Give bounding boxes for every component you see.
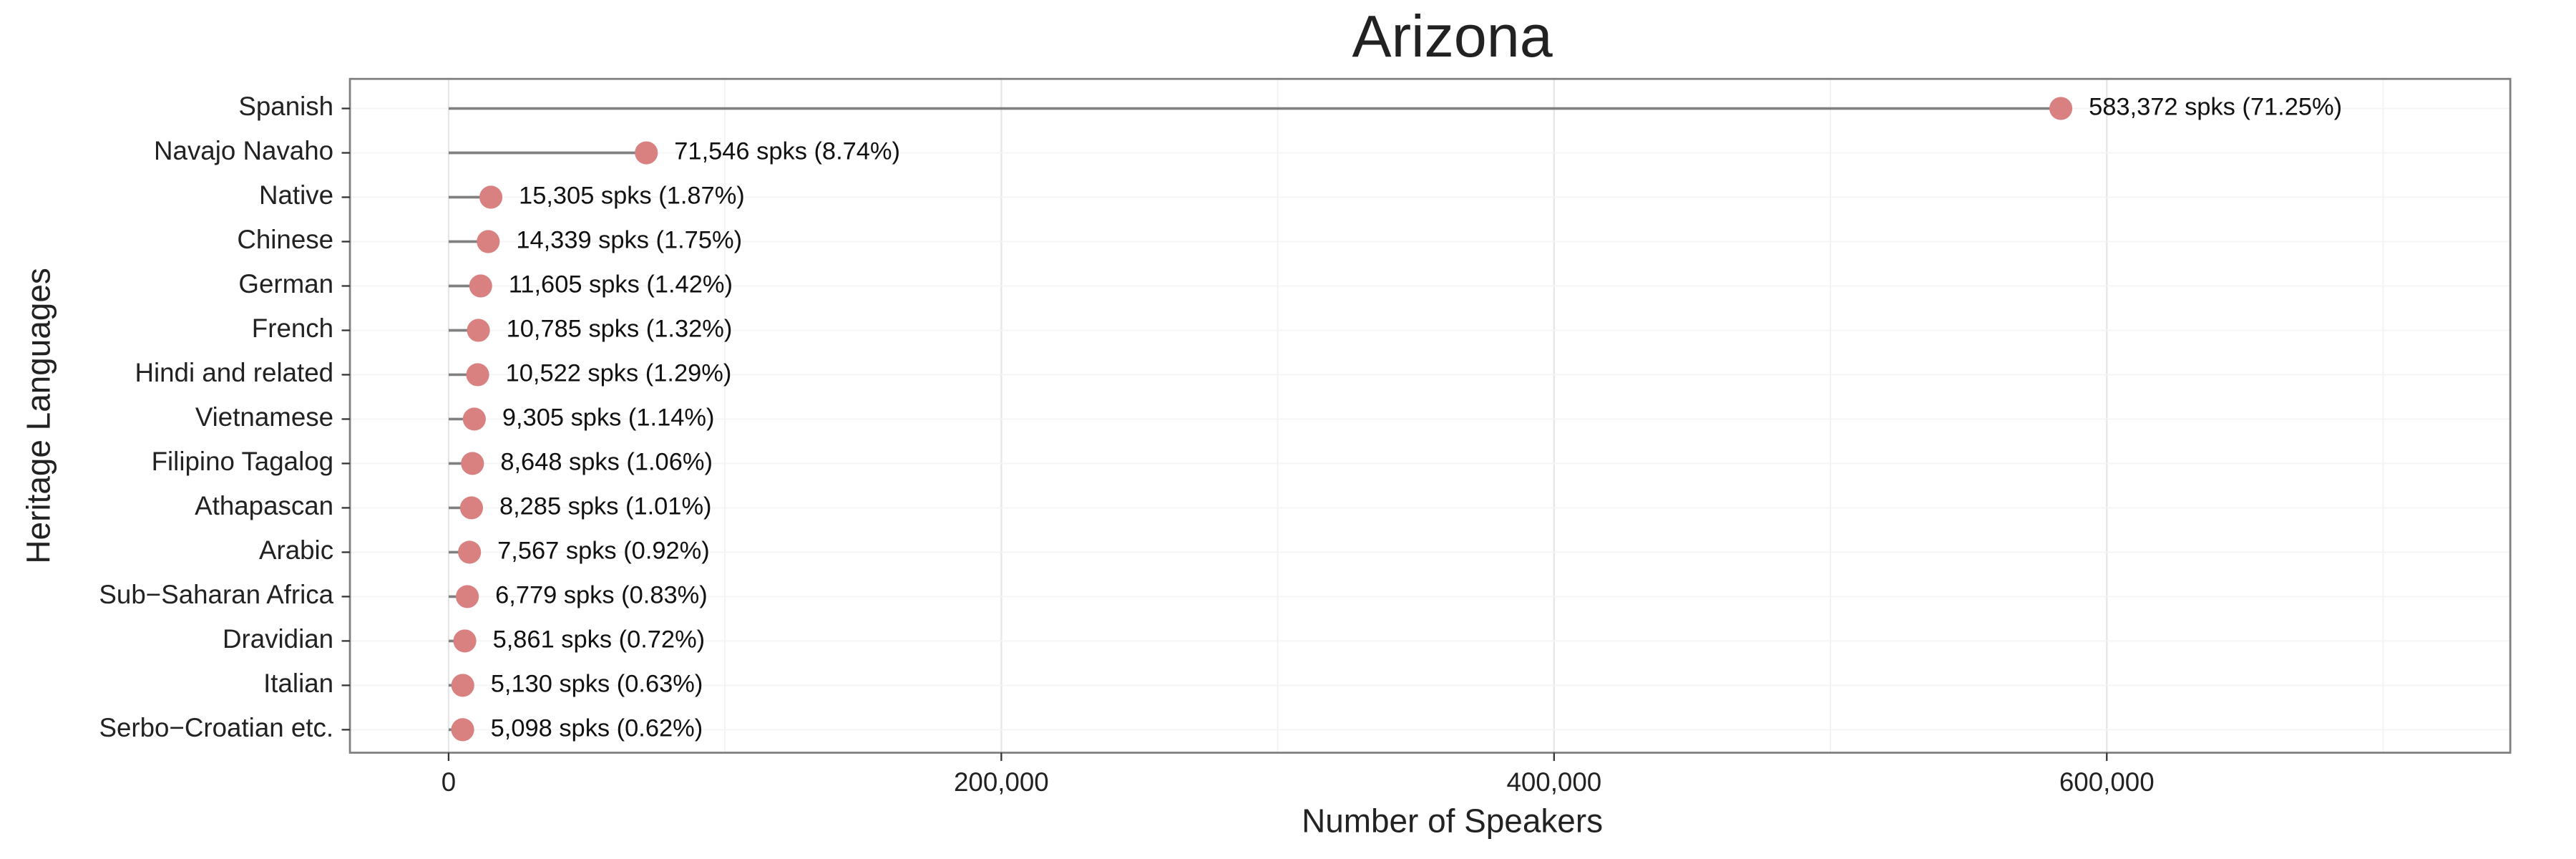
- value-label: 15,305 spks (1.87%): [519, 183, 745, 210]
- y-tick-label: Dravidian: [223, 624, 333, 654]
- value-label: 583,372 spks (71.25%): [2089, 94, 2342, 121]
- y-axis-title: Heritage Languages: [20, 268, 57, 563]
- dot: [466, 363, 489, 387]
- y-tick-label: Arabic: [259, 535, 333, 565]
- x-tick-label: 200,000: [954, 767, 1049, 797]
- chart-title: Arizona: [1352, 3, 1552, 69]
- value-label: 7,567 spks (0.92%): [497, 538, 710, 565]
- x-axis-title: Number of Speakers: [1302, 802, 1603, 839]
- value-label: 5,861 spks (0.72%): [493, 626, 706, 653]
- value-label: 5,130 spks (0.63%): [491, 670, 703, 697]
- y-tick-label: Italian: [263, 669, 333, 698]
- x-tick-label: 0: [441, 767, 456, 797]
- x-tick-label: 600,000: [2059, 767, 2155, 797]
- dot: [456, 585, 479, 608]
- y-tick-label: Hindi and related: [135, 358, 333, 387]
- dot: [459, 496, 483, 520]
- y-tick-label: Vietnamese: [195, 402, 333, 432]
- y-tick-label: Sub−Saharan Africa: [99, 580, 333, 609]
- y-tick-label: Native: [259, 180, 333, 210]
- dot: [2049, 97, 2073, 120]
- y-tick-label: Spanish: [238, 92, 333, 121]
- value-label: 10,522 spks (1.29%): [506, 360, 732, 387]
- plot-frame: [348, 77, 2512, 754]
- dot: [458, 540, 482, 564]
- value-label: 9,305 spks (1.14%): [502, 404, 715, 432]
- value-label: 6,779 spks (0.83%): [495, 582, 708, 609]
- x-tick-label: 400,000: [1506, 767, 1601, 797]
- value-label: 14,339 spks (1.75%): [516, 227, 742, 254]
- y-tick-label: Navajo Navaho: [154, 136, 333, 165]
- value-label: 8,285 spks (1.01%): [499, 493, 712, 520]
- dot: [461, 452, 484, 475]
- y-tick-label: German: [238, 269, 333, 299]
- dot: [451, 718, 474, 742]
- dot: [462, 407, 486, 431]
- dot: [635, 141, 658, 165]
- value-label: 71,546 spks (8.74%): [674, 138, 900, 165]
- value-label: 5,098 spks (0.62%): [491, 714, 703, 742]
- dot: [451, 674, 474, 697]
- y-tick-label: Filipino Tagalog: [152, 447, 333, 476]
- y-tick-label: French: [252, 314, 333, 343]
- dot: [479, 185, 503, 209]
- dot: [469, 274, 492, 298]
- value-label: 8,648 spks (1.06%): [500, 449, 713, 476]
- value-label: 10,785 spks (1.32%): [507, 316, 733, 343]
- y-tick-label: Serbo−Croatian etc.: [99, 713, 333, 742]
- dot: [467, 319, 490, 342]
- y-tick-label: Athapascan: [195, 491, 333, 520]
- dot: [477, 230, 500, 253]
- dot: [453, 629, 477, 653]
- value-label: 11,605 spks (1.42%): [509, 271, 733, 299]
- y-tick-label: Chinese: [237, 225, 333, 254]
